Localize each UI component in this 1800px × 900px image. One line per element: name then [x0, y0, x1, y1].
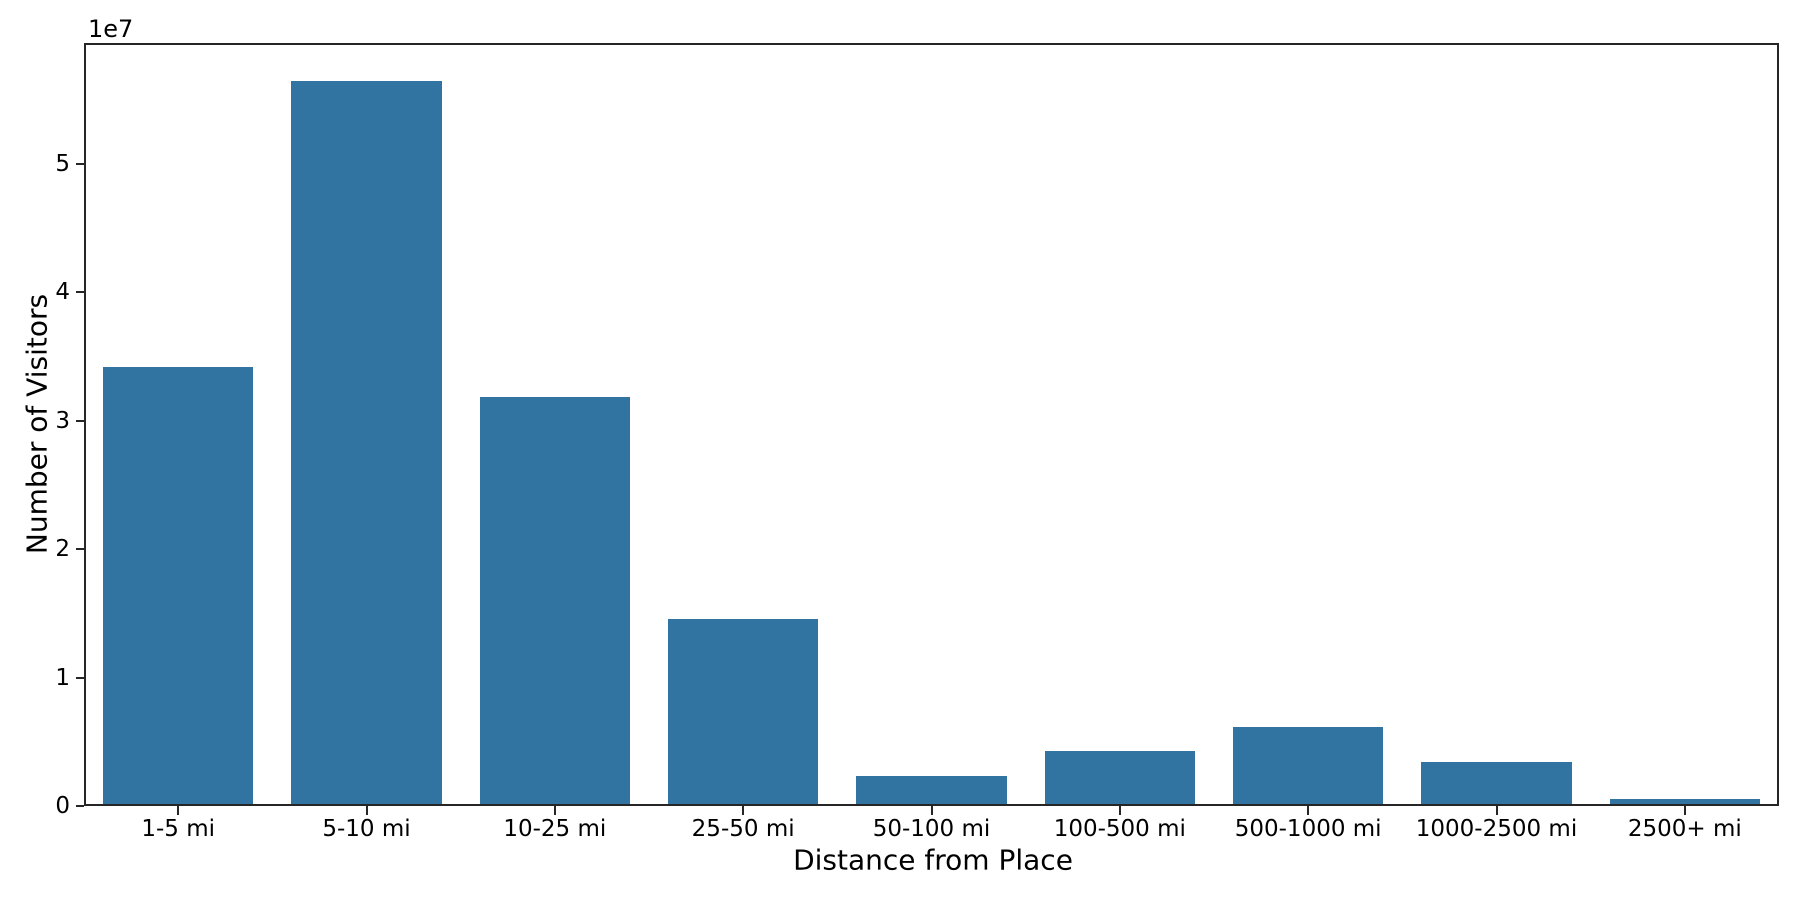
- y-tick-label: 1: [55, 664, 70, 691]
- x-tick-label: 1-5 mi: [141, 816, 215, 842]
- y-tick-label: 4: [55, 279, 70, 306]
- x-tick-mark: [1307, 806, 1310, 815]
- x-tick-label: 1000-2500 mi: [1415, 816, 1578, 842]
- x-tick-mark: [930, 806, 933, 815]
- bar-500-1000-mi: [1232, 726, 1384, 804]
- y-tick-label: 2: [55, 536, 70, 563]
- plot-area: [84, 43, 1779, 806]
- x-tick-label: 10-25 mi: [503, 816, 607, 842]
- x-tick-label: 5-10 mi: [322, 816, 411, 842]
- bar-10-25-mi: [479, 396, 631, 804]
- y-tick-label: 5: [55, 150, 70, 177]
- bar-5-10-mi: [291, 80, 442, 804]
- y-tick-mark: [76, 162, 84, 165]
- y-tick-mark: [76, 805, 84, 807]
- bar-25-50-mi: [667, 619, 819, 804]
- x-tick-mark: [1495, 806, 1498, 815]
- y-tick-label: 0: [55, 793, 70, 819]
- y-tick-mark: [76, 291, 84, 294]
- bar-1-5-mi: [102, 367, 254, 804]
- x-axis-label: Distance from Place: [793, 843, 1073, 877]
- x-tick-label: 50-100 mi: [872, 816, 991, 842]
- bar-1000-2500-mi: [1421, 761, 1572, 804]
- x-tick-mark: [1683, 806, 1686, 815]
- bar-2500-mi: [1609, 798, 1761, 804]
- x-tick-label: 2500+ mi: [1627, 816, 1742, 842]
- bar-100-500-mi: [1044, 751, 1196, 804]
- y-tick-mark: [76, 676, 84, 679]
- x-tick-mark: [553, 806, 556, 815]
- x-tick-label: 100-500 mi: [1053, 816, 1186, 842]
- bar-50-100-mi: [856, 775, 1007, 804]
- y-tick-mark: [76, 548, 84, 551]
- y-tick-label: 3: [55, 407, 70, 434]
- y-tick-mark: [76, 419, 84, 422]
- x-tick-mark: [177, 806, 180, 815]
- x-tick-label: 500-1000 mi: [1234, 816, 1382, 842]
- y-axis-offset-label: 1e7: [88, 15, 134, 43]
- x-tick-mark: [1118, 806, 1121, 815]
- x-tick-label: 25-50 mi: [691, 816, 795, 842]
- x-tick-mark: [742, 806, 745, 815]
- x-tick-mark: [365, 806, 368, 815]
